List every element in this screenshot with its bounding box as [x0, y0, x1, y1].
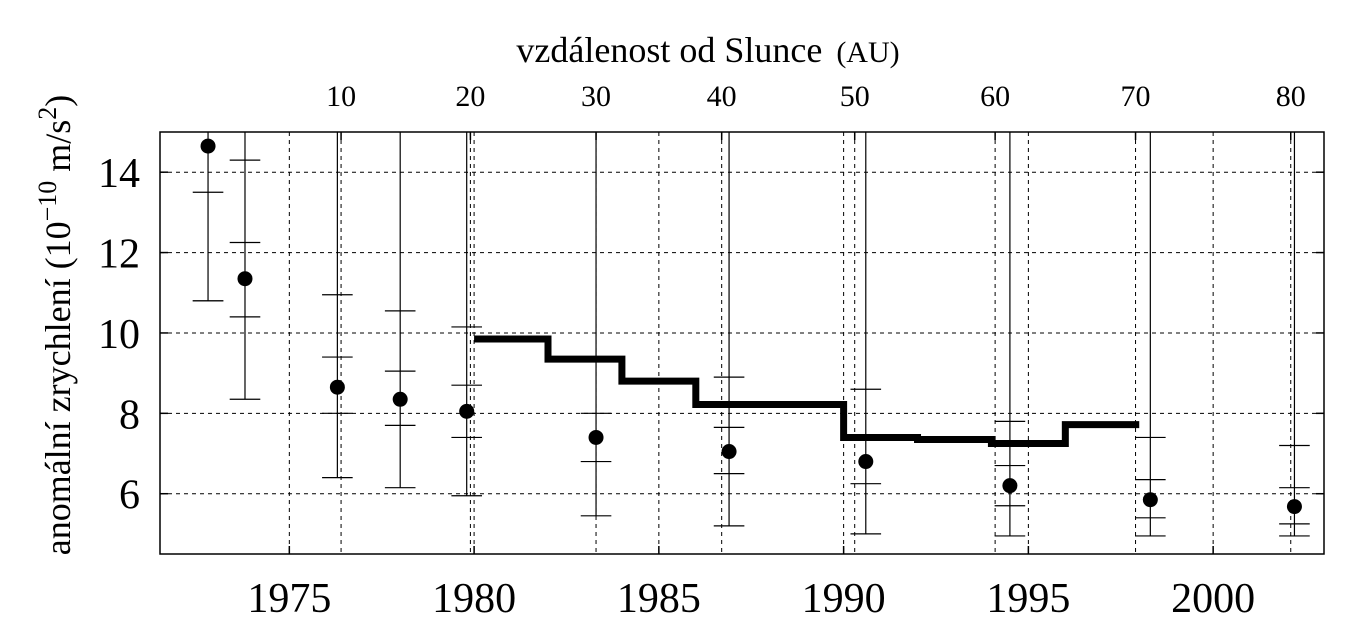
- x-tick-label: 1980: [432, 576, 516, 622]
- step-line: [474, 335, 1140, 447]
- top-tick-label: 50: [840, 80, 870, 113]
- top-tick-label: 10: [326, 80, 356, 113]
- data-point: [721, 444, 737, 460]
- y-axis-title-exp: −10: [33, 181, 62, 222]
- data-point: [200, 138, 216, 154]
- y-axis-title-unit-exp: 2: [33, 107, 62, 120]
- data-point-group: [580, 132, 612, 517]
- top-axis-title: vzdálenost od Slunce (AU): [516, 30, 899, 70]
- data-point-group: [713, 132, 745, 527]
- data-point-group: [1135, 132, 1166, 537]
- axis-labels: 1975 1980 1985 1990 1995 2000 10 20 30 40 50 60 70 80…: [98, 80, 1306, 622]
- data-point-group: [322, 132, 353, 479]
- top-axis-title-main: vzdálenost od Slunce: [516, 30, 822, 70]
- data-point: [1286, 499, 1302, 515]
- y-tick-label: 6: [119, 473, 140, 519]
- data-point: [1002, 478, 1018, 494]
- axis-ticks: [160, 132, 1324, 554]
- y-axis-title: anomální zrychlení (10−10 m/s2): [33, 95, 78, 556]
- data-point-group: [229, 132, 261, 400]
- data-point-group: [1279, 132, 1310, 537]
- data-point-group: [192, 132, 224, 302]
- y-tick-label: 8: [119, 392, 140, 438]
- x-tick-label: 1995: [986, 576, 1070, 622]
- data-point-group: [384, 132, 416, 489]
- y-axis-title-main: anomální zrychlení (10: [38, 221, 78, 555]
- top-tick-label: 60: [980, 80, 1010, 113]
- data-point: [329, 379, 345, 395]
- top-tick-label: 70: [1121, 80, 1151, 113]
- plot-frame: [159, 131, 1325, 555]
- data-point: [237, 271, 253, 287]
- top-tick-label: 20: [455, 80, 485, 113]
- plot-border: [159, 131, 1325, 555]
- y-tick-label: 10: [98, 312, 140, 358]
- grid: [160, 132, 1324, 554]
- data-point-group: [850, 132, 882, 535]
- top-tick-label: 30: [581, 80, 611, 113]
- x-tick-label: 1975: [247, 576, 331, 622]
- data-point-group: [994, 132, 1026, 537]
- data-points: [192, 132, 1310, 537]
- top-axis-title-unit: (AU): [836, 36, 899, 69]
- x-tick-label: 1985: [617, 576, 701, 622]
- y-axis-title-unit: m/s: [38, 120, 78, 181]
- data-point: [459, 403, 475, 419]
- data-point-group: [451, 132, 483, 497]
- data-point: [1142, 492, 1158, 508]
- data-point: [858, 454, 874, 470]
- top-tick-label: 40: [707, 80, 737, 113]
- step-series: [474, 335, 1140, 447]
- data-point: [392, 391, 408, 407]
- y-tick-label: 12: [98, 232, 140, 278]
- x-tick-label: 1990: [802, 576, 886, 622]
- data-point: [588, 429, 604, 445]
- x-tick-label: 2000: [1171, 576, 1255, 622]
- y-axis-title-close: ): [38, 95, 78, 107]
- y-tick-label: 14: [98, 151, 140, 197]
- top-tick-label: 80: [1276, 80, 1306, 113]
